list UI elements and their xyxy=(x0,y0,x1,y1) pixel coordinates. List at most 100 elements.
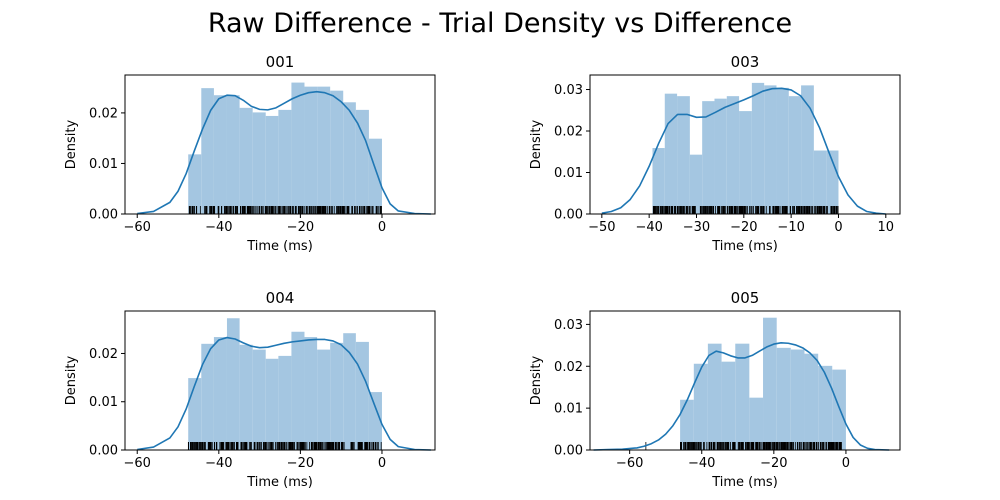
hist-bar-4 xyxy=(735,343,750,450)
kde-line xyxy=(593,342,890,451)
hist-bar-3 xyxy=(689,154,703,214)
hist-bar-12 xyxy=(343,333,356,450)
hist-bar-5 xyxy=(252,112,266,214)
y-tick-label: 0.00 xyxy=(554,444,583,459)
kde-line xyxy=(601,87,886,215)
hist-bar-14 xyxy=(368,392,382,450)
rug xyxy=(652,206,839,214)
rug xyxy=(187,442,382,450)
x-tick-label: −40 xyxy=(688,456,715,471)
subplot-004: −60 −40 −20 0 0.00 0.01 0.02 004 Time (ms) Densit… xyxy=(64,289,436,490)
y-axis-label: Density xyxy=(64,119,79,169)
hist-bar-8 xyxy=(291,331,305,450)
hist-bar-6 xyxy=(265,115,279,214)
subplot-003: −50 −40 −30 −20 −10 0 10 0.00 0.01 0.02 0.03 003 Tim… xyxy=(529,53,901,254)
hist-bar-11 xyxy=(330,90,344,214)
hist-bar-0 xyxy=(680,399,694,450)
x-tick-label: −40 xyxy=(205,220,232,235)
y-tick-label: 0.03 xyxy=(554,318,583,333)
axes-frame xyxy=(124,310,436,451)
hist-bar-4 xyxy=(239,344,253,450)
axes-frame xyxy=(589,310,901,451)
y-tick-label: 0.02 xyxy=(554,360,583,375)
hist-bar-9 xyxy=(804,353,819,450)
y-tick-label: 0.03 xyxy=(554,83,583,98)
hist-bar-11 xyxy=(330,342,344,450)
hist-bar-4 xyxy=(702,101,715,214)
x-tick-label: −20 xyxy=(287,220,314,235)
histogram xyxy=(188,318,382,450)
axes-frame xyxy=(124,74,436,215)
hist-bar-10 xyxy=(317,349,331,450)
hist-bar-8 xyxy=(751,82,765,214)
hist-bar-10 xyxy=(776,87,789,214)
y-axis-label: Density xyxy=(64,355,79,405)
hist-bar-13 xyxy=(355,341,369,450)
y-axis-label: Density xyxy=(529,119,544,169)
hist-bar-0 xyxy=(188,154,202,214)
y-axis-label: Density xyxy=(529,355,544,405)
hist-bar-5 xyxy=(749,397,764,450)
hist-bar-3 xyxy=(226,95,240,214)
hist-bar-2 xyxy=(707,343,722,450)
histogram xyxy=(652,82,839,215)
histogram xyxy=(680,317,846,450)
hist-bar-9 xyxy=(304,86,318,214)
x-axis-label: Time (ms) xyxy=(711,475,778,490)
hist-bar-11 xyxy=(832,369,846,450)
kde-line xyxy=(137,336,431,451)
x-tick-label: 0 xyxy=(834,220,842,235)
x-tick-label: −20 xyxy=(730,220,757,235)
hist-bar-1 xyxy=(664,93,678,214)
hist-bar-10 xyxy=(317,86,331,214)
hist-bar-5 xyxy=(714,98,727,214)
subplot-title: 001 xyxy=(266,53,295,71)
x-tick-label: −60 xyxy=(616,456,643,471)
rug xyxy=(188,206,382,214)
panels: −60 −40 −20 0 0.00 0.01 0.02 001 Time (ms) Densit… xyxy=(64,53,901,490)
hist-bar-3 xyxy=(721,361,736,450)
subplot-005: −60 −40 −20 0 0.00 0.01 0.02 0.03 005 Time (ms) De… xyxy=(529,289,901,490)
y-tick-label: 0.00 xyxy=(554,208,583,223)
x-tick-label: −60 xyxy=(124,220,151,235)
y-tick-label: 0.00 xyxy=(89,444,118,459)
hist-bar-13 xyxy=(355,109,369,214)
hist-bar-2 xyxy=(213,337,227,450)
hist-bar-0 xyxy=(188,378,202,450)
x-tick-label: −30 xyxy=(683,220,710,235)
y-tick-label: 0.01 xyxy=(554,402,583,417)
hist-bar-4 xyxy=(239,107,253,214)
x-axis-label: Time (ms) xyxy=(246,239,313,254)
hist-bar-1 xyxy=(201,343,214,450)
subplot-001: −60 −40 −20 0 0.00 0.01 0.02 001 Time (ms) Densit… xyxy=(64,53,436,254)
hist-bar-8 xyxy=(790,349,805,450)
x-tick-label: 0 xyxy=(378,220,386,235)
histogram xyxy=(188,82,382,214)
subplot-title: 003 xyxy=(731,53,760,71)
axes-frame xyxy=(589,74,901,215)
x-tick-label: −20 xyxy=(760,456,787,471)
x-tick-label: 10 xyxy=(878,220,895,235)
x-tick-label: −10 xyxy=(777,220,804,235)
hist-bar-5 xyxy=(252,349,266,450)
hist-bar-1 xyxy=(201,88,214,214)
hist-bar-6 xyxy=(726,96,740,214)
hist-bar-14 xyxy=(826,150,839,214)
hist-bar-3 xyxy=(226,318,240,450)
hist-bar-6 xyxy=(763,317,777,450)
x-tick-label: 0 xyxy=(378,456,386,471)
hist-bar-12 xyxy=(343,102,356,214)
hist-bar-10 xyxy=(818,365,833,450)
y-tick-label: 0.00 xyxy=(89,208,118,223)
y-tick-label: 0.02 xyxy=(89,347,118,362)
hist-bar-2 xyxy=(677,96,690,214)
subplot-title: 005 xyxy=(731,289,760,307)
hist-bar-12 xyxy=(801,85,814,215)
x-tick-label: 0 xyxy=(842,456,850,471)
hist-bar-1 xyxy=(693,363,708,450)
hist-bar-13 xyxy=(813,150,827,214)
x-axis-label: Time (ms) xyxy=(711,239,778,254)
hist-bar-7 xyxy=(776,347,791,450)
